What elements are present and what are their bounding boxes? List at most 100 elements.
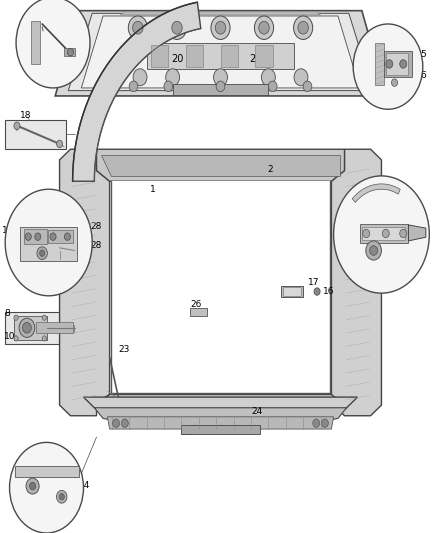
- Circle shape: [133, 69, 147, 86]
- Circle shape: [16, 0, 90, 88]
- Polygon shape: [96, 394, 344, 405]
- Text: 6: 6: [420, 71, 426, 80]
- Circle shape: [5, 189, 92, 296]
- Circle shape: [50, 233, 56, 240]
- Circle shape: [313, 419, 320, 427]
- Circle shape: [57, 490, 67, 503]
- Polygon shape: [55, 11, 386, 96]
- Circle shape: [314, 288, 320, 295]
- Circle shape: [35, 233, 41, 240]
- Circle shape: [392, 79, 398, 86]
- Circle shape: [39, 250, 45, 256]
- Circle shape: [14, 315, 18, 320]
- Polygon shape: [173, 84, 268, 95]
- Text: 9: 9: [385, 28, 391, 36]
- Circle shape: [57, 140, 63, 148]
- Text: 23: 23: [118, 345, 130, 353]
- Polygon shape: [64, 48, 75, 56]
- Text: 16: 16: [323, 287, 335, 296]
- Circle shape: [366, 241, 381, 260]
- Circle shape: [121, 419, 128, 427]
- Circle shape: [400, 60, 406, 68]
- Polygon shape: [181, 425, 260, 434]
- Polygon shape: [5, 120, 66, 149]
- Polygon shape: [362, 227, 406, 240]
- Polygon shape: [384, 51, 412, 77]
- Polygon shape: [48, 230, 74, 243]
- Text: 2: 2: [268, 165, 273, 174]
- Polygon shape: [283, 287, 301, 296]
- Circle shape: [293, 16, 313, 39]
- Circle shape: [259, 21, 269, 34]
- Text: 10: 10: [4, 333, 16, 341]
- Polygon shape: [84, 397, 357, 425]
- Circle shape: [214, 69, 227, 86]
- Circle shape: [164, 81, 173, 92]
- Circle shape: [14, 122, 20, 130]
- Text: 18: 18: [21, 111, 32, 120]
- Circle shape: [166, 69, 180, 86]
- Circle shape: [64, 233, 71, 240]
- Bar: [111, 181, 331, 393]
- Polygon shape: [15, 466, 79, 477]
- Circle shape: [353, 24, 423, 109]
- Circle shape: [303, 81, 312, 92]
- Text: 25: 25: [251, 418, 262, 426]
- Text: 5: 5: [420, 50, 426, 59]
- Circle shape: [37, 247, 47, 260]
- Polygon shape: [35, 322, 73, 333]
- Circle shape: [42, 315, 46, 320]
- Text: 19: 19: [40, 17, 52, 26]
- Polygon shape: [101, 155, 340, 176]
- Polygon shape: [81, 16, 360, 88]
- Text: 4: 4: [8, 254, 14, 263]
- Circle shape: [294, 69, 308, 86]
- Circle shape: [129, 81, 138, 92]
- Text: 3: 3: [378, 198, 383, 207]
- Circle shape: [19, 318, 35, 337]
- Text: 27: 27: [389, 258, 400, 266]
- Circle shape: [386, 60, 393, 68]
- Circle shape: [211, 16, 230, 39]
- Polygon shape: [360, 224, 407, 243]
- Circle shape: [261, 69, 276, 86]
- Text: 1: 1: [149, 185, 155, 193]
- Polygon shape: [220, 45, 238, 67]
- Polygon shape: [255, 45, 273, 67]
- Polygon shape: [147, 43, 294, 69]
- Polygon shape: [386, 53, 408, 75]
- Circle shape: [25, 233, 31, 240]
- Text: 20: 20: [171, 54, 183, 63]
- Circle shape: [59, 494, 64, 500]
- Circle shape: [400, 229, 406, 238]
- Polygon shape: [408, 225, 426, 241]
- Circle shape: [334, 176, 429, 293]
- Polygon shape: [5, 312, 79, 344]
- Circle shape: [23, 322, 31, 333]
- Polygon shape: [73, 2, 201, 181]
- Circle shape: [113, 419, 120, 427]
- Circle shape: [298, 21, 308, 34]
- Polygon shape: [96, 149, 344, 181]
- Polygon shape: [332, 149, 381, 416]
- Text: 14: 14: [79, 481, 91, 489]
- Circle shape: [26, 478, 39, 494]
- Polygon shape: [21, 227, 77, 261]
- Circle shape: [363, 229, 370, 238]
- Polygon shape: [190, 308, 208, 316]
- Circle shape: [29, 482, 35, 490]
- Text: 26: 26: [190, 301, 201, 309]
- Polygon shape: [107, 417, 334, 429]
- Text: 28: 28: [90, 222, 101, 231]
- Circle shape: [10, 442, 84, 533]
- Text: 28: 28: [90, 241, 101, 249]
- Text: 22: 22: [180, 429, 191, 437]
- Circle shape: [67, 49, 74, 56]
- Circle shape: [254, 16, 274, 39]
- Circle shape: [215, 21, 226, 34]
- Text: 7: 7: [77, 222, 83, 231]
- Polygon shape: [186, 45, 203, 67]
- Circle shape: [14, 336, 18, 341]
- Text: 13: 13: [15, 461, 27, 469]
- Polygon shape: [31, 21, 40, 64]
